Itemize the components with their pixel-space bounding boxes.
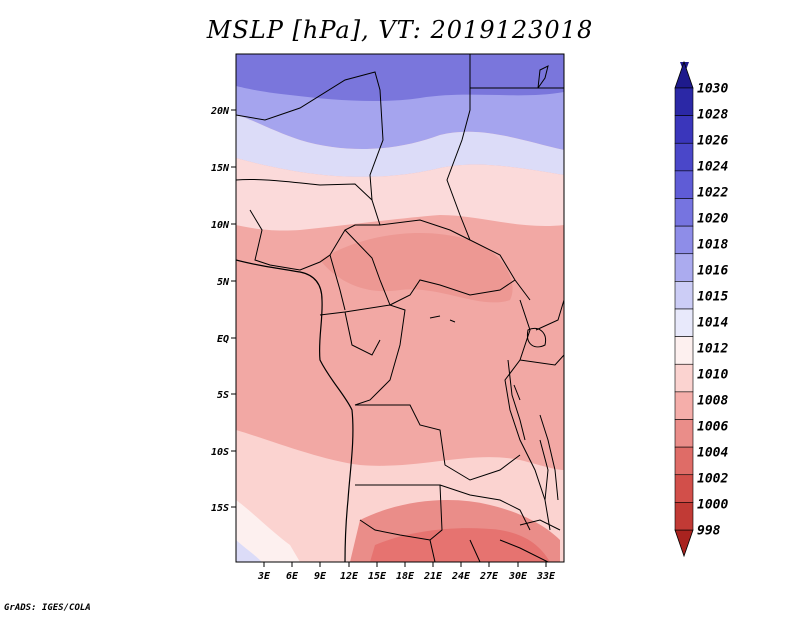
region-southwest-lighter [236, 500, 300, 562]
lat-label: 10S [211, 447, 229, 458]
map-title: MSLP [hPa], VT: 2019123018 [206, 16, 594, 44]
colorbar-swatch [674, 308, 694, 337]
coastline [236, 259, 354, 562]
colorbar-swatch [674, 363, 694, 393]
colorbar-level-label: 1022 [697, 186, 728, 201]
region-low-pressure-south [370, 528, 550, 562]
lon-label: 27E [479, 571, 499, 582]
region-central-darker [320, 232, 513, 303]
lon-label: 24E [451, 571, 471, 582]
lat-label: 15S [211, 503, 229, 514]
colorbar-level-label: 1026 [697, 134, 728, 149]
region-sahel-band [236, 158, 564, 231]
lat-label: 10N [211, 220, 230, 231]
lon-label: 6E [286, 571, 299, 582]
colorbar-level-label: 1016 [697, 264, 728, 279]
colorbar-swatch [674, 87, 694, 116]
colorbar-labels: 1030 1028 1026 1024 1022 1020 1018 1016 1015 1014… [697, 82, 728, 539]
colorbar-swatch [674, 170, 694, 199]
colorbar-level-label: 1024 [697, 160, 728, 175]
colorbar-swatches [674, 87, 694, 531]
colorbar-swatch [674, 502, 694, 531]
colorbar-level-label: 1008 [697, 394, 728, 409]
pressure-field [236, 54, 564, 562]
lon-label: 3E [257, 571, 271, 582]
lat-label: 5S [217, 390, 229, 401]
colorbar-swatch [674, 142, 694, 172]
colorbar-level-label: 1030 [697, 82, 728, 97]
region-high-pressure-north [236, 54, 564, 102]
colorbar-swatch [674, 419, 694, 448]
colorbar-level-label: 1006 [697, 420, 728, 435]
lon-label: 21E [423, 571, 443, 582]
lakes [429, 65, 549, 501]
colorbar-level-label: 1012 [697, 342, 728, 357]
colorbar-level-label: 1014 [697, 316, 728, 331]
colorbar-swatch [674, 446, 694, 476]
colorbar-level-label: 1002 [697, 472, 728, 487]
country-borders [236, 54, 564, 562]
lat-axis: 20N 15N 10N 5N EQ 5S 10S 15S [210, 106, 236, 514]
lat-label: EQ [217, 334, 229, 345]
colorbar-level-label: 1004 [697, 446, 728, 461]
lon-label: 30E [508, 571, 528, 582]
plot-frame [235, 53, 565, 563]
colorbar-swatch [674, 474, 694, 503]
colorbar-level-label: 1018 [697, 238, 728, 253]
lon-label: 18E [396, 571, 415, 582]
lat-label: 5N [217, 277, 230, 288]
colorbar-swatch [674, 115, 694, 144]
lat-label: 20N [210, 106, 230, 117]
credit-footer: GrADS: IGES/COLA [4, 603, 91, 613]
colorbar-level-label: 1010 [697, 368, 728, 383]
colorbar-level-label: 1020 [697, 212, 728, 227]
colorbar-level-label: 1015 [697, 290, 728, 305]
colorbar-top-triangle [674, 60, 694, 89]
lat-label: 15N [211, 163, 230, 174]
lon-label: 12E [340, 571, 359, 582]
region-light-band [236, 115, 564, 177]
colorbar-swatch [674, 253, 694, 282]
colorbar-swatch [674, 198, 694, 227]
colorbar-level-label: 1028 [697, 108, 728, 123]
lon-label: 9E [314, 571, 327, 582]
colorbar-swatch [674, 336, 694, 365]
colorbar-level-label: 1000 [697, 498, 728, 513]
region-southwest-corner [236, 540, 262, 562]
lon-axis: 3E 6E 9E 12E 15E 18E 21E 24E 27E 30E 33E [257, 562, 556, 582]
colorbar-level-label: 998 [697, 524, 721, 539]
colorbar-swatch [674, 281, 694, 310]
lon-label: 33E [536, 571, 556, 582]
lon-label: 15E [368, 571, 387, 582]
colorbar-swatch [674, 391, 694, 420]
colorbar: 1030 1028 1026 1024 1022 1020 1018 1016 1015 1014… [674, 60, 728, 558]
colorbar-swatch [674, 225, 694, 255]
colorbar-bottom-triangle [674, 529, 694, 558]
